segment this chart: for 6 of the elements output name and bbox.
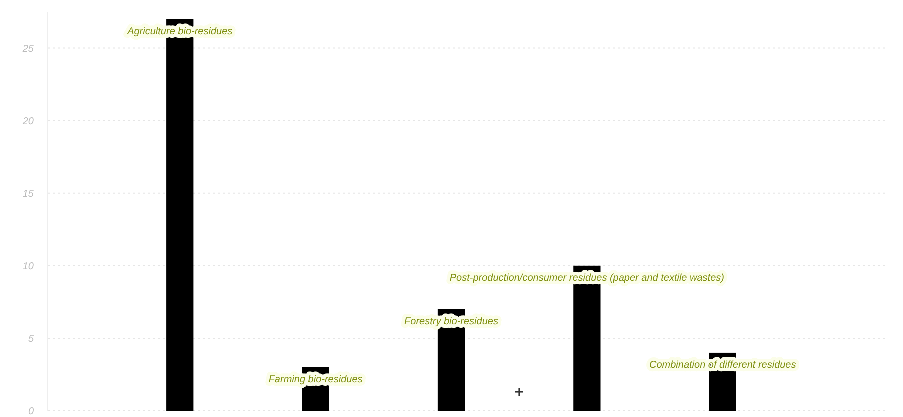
- y-tick-label: 25: [22, 44, 34, 55]
- y-tick-label: 15: [22, 188, 34, 200]
- y-tick-label: 0: [28, 406, 34, 417]
- y-tick-label: 10: [22, 261, 34, 272]
- y-tick-label: 20: [22, 116, 34, 128]
- y-tick-label: 5: [28, 334, 34, 345]
